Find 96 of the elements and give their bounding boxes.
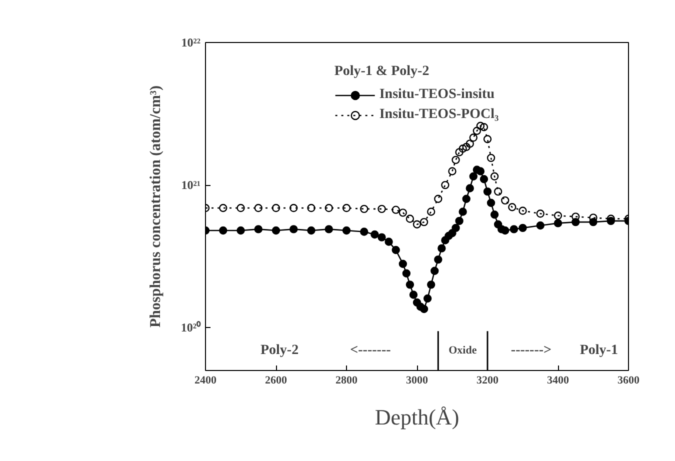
point <box>378 204 386 214</box>
legend-label: Insitu-TEOS-POCl₃ <box>379 107 499 123</box>
point <box>360 228 368 236</box>
x-axis-title: Depth(Å) <box>374 404 460 430</box>
point <box>406 214 414 223</box>
y-axis-title: Phosphorus concentration (atom/cm³) <box>148 86 164 328</box>
x-tick-label: 2600 <box>265 374 288 386</box>
point <box>476 122 485 130</box>
point <box>420 218 428 226</box>
point <box>472 126 482 135</box>
point <box>307 204 316 212</box>
point <box>501 196 510 205</box>
point <box>462 142 470 152</box>
point <box>430 266 439 275</box>
annotation: Poly-1 <box>580 343 618 358</box>
point <box>272 226 280 235</box>
point <box>483 135 492 144</box>
y-tick-label: 10²¹ <box>181 178 201 192</box>
x-tick-label: 2400 <box>194 374 217 386</box>
point <box>398 208 407 217</box>
point <box>342 226 351 235</box>
point <box>392 246 400 254</box>
point <box>290 204 298 212</box>
point <box>342 204 351 212</box>
point <box>501 226 510 235</box>
legend-label: Insitu-TEOS-insitu <box>379 87 494 103</box>
point <box>236 204 245 212</box>
point <box>254 204 262 212</box>
point <box>494 187 502 196</box>
point <box>508 203 516 212</box>
point <box>510 225 518 234</box>
point <box>398 260 407 268</box>
x-tick-label: 2800 <box>336 374 358 386</box>
point <box>427 280 436 289</box>
x-tick-label: 3600 <box>618 374 640 386</box>
point <box>466 140 474 148</box>
point <box>423 294 432 303</box>
y-tick-label: 10²⁰ <box>180 320 202 335</box>
point <box>490 172 499 180</box>
point <box>469 172 478 180</box>
point <box>518 206 527 215</box>
point <box>448 167 456 176</box>
point <box>406 280 414 289</box>
point <box>486 154 496 162</box>
point <box>370 230 379 239</box>
point <box>536 210 544 218</box>
point <box>554 212 562 220</box>
point <box>307 226 316 235</box>
x-tick-label: 3000 <box>406 374 428 386</box>
point <box>441 180 450 190</box>
point <box>476 167 485 176</box>
point <box>236 226 245 235</box>
point <box>480 123 488 132</box>
point <box>272 204 280 212</box>
point <box>324 225 333 234</box>
point <box>554 219 562 228</box>
point <box>402 269 411 278</box>
point <box>412 220 422 228</box>
point <box>452 224 460 232</box>
point <box>490 210 499 219</box>
point <box>462 194 470 203</box>
legend-title: Poly-1 & Poly-2 <box>334 64 430 80</box>
point <box>536 221 544 230</box>
point <box>392 206 400 214</box>
point <box>486 198 496 207</box>
annotation: Oxide <box>448 344 477 356</box>
point <box>452 156 460 164</box>
annotation: <------- <box>350 343 392 358</box>
point <box>480 175 488 184</box>
point <box>378 233 386 242</box>
point <box>254 225 262 234</box>
point <box>219 204 228 212</box>
point <box>360 204 368 214</box>
point <box>434 255 442 264</box>
point <box>458 144 467 153</box>
point <box>455 148 464 156</box>
point <box>427 208 436 216</box>
point <box>483 187 492 196</box>
point <box>466 184 474 192</box>
point <box>384 238 393 246</box>
point <box>420 304 428 314</box>
point <box>219 226 228 235</box>
y-tick-label: 10²² <box>181 36 201 50</box>
point <box>434 194 442 203</box>
x-tick-label: 3400 <box>547 374 570 386</box>
annotation: Poly-2 <box>260 343 299 358</box>
annotation: -------> <box>510 343 552 358</box>
point <box>438 244 446 252</box>
point <box>409 290 418 299</box>
point <box>290 225 298 234</box>
point <box>469 134 478 142</box>
point <box>458 208 467 216</box>
point <box>518 224 527 232</box>
point <box>324 204 333 212</box>
x-tick-label: 3200 <box>476 374 499 386</box>
point <box>455 216 464 226</box>
